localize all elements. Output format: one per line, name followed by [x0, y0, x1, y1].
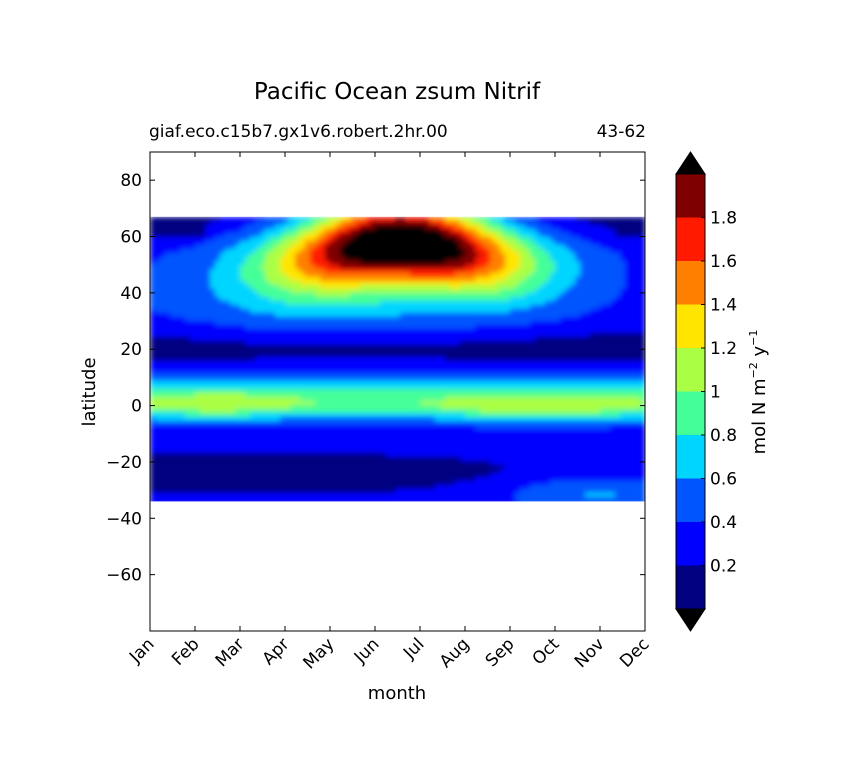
y-tick-label: 40	[120, 284, 142, 304]
colorbar-tick-label: 1.6	[710, 252, 737, 272]
colorbar-tick-label: 1.8	[710, 209, 737, 229]
x-tick-label: Dec	[616, 634, 653, 671]
colorbar-tick-label: 0.8	[710, 426, 737, 446]
y-tick-label: −60	[106, 566, 142, 586]
x-tick-label: May	[300, 634, 339, 673]
y-axis: 80 60 40 20 0 −20 −40 −60	[106, 171, 645, 586]
colorbar-swatch	[676, 435, 705, 479]
colorbar-swatch	[676, 565, 705, 609]
colorbar-tick-label: 0.4	[710, 513, 737, 533]
y-tick-label: −40	[106, 509, 142, 529]
y-tick-label: 80	[120, 171, 142, 191]
plot-frame	[149, 151, 646, 632]
y-tick-label: 20	[120, 340, 142, 360]
x-tick-label: Jun	[350, 634, 384, 668]
x-tick-label: Nov	[571, 634, 609, 672]
y-tick-label: 60	[120, 228, 142, 248]
colorbar-swatch	[676, 217, 705, 261]
x-tick-label: Oct	[529, 634, 564, 669]
y-axis-label: latitude	[79, 357, 100, 426]
colorbar-tick-label: 0.6	[710, 470, 737, 490]
colorbar-extend-bottom	[675, 608, 706, 632]
x-tick-label: Mar	[212, 634, 249, 671]
chart-subtitle-right: 43-62	[597, 122, 646, 142]
colorbar-swatch	[676, 348, 705, 392]
colorbar-swatch	[676, 304, 705, 348]
colorbar-swatch	[676, 522, 705, 566]
chart-subtitle-left: giaf.eco.c15b7.gx1v6.robert.2hr.00	[149, 122, 448, 142]
x-tick-label: Jul	[399, 634, 428, 663]
colorbar-tick-label: 1.2	[710, 339, 737, 359]
colorbar-extend-top	[675, 151, 706, 175]
y-tick-label: −20	[106, 453, 142, 473]
colorbar: 0.2 0.4 0.6 0.8 1 1.2 1.4 1.6 1.8	[675, 151, 737, 632]
colorbar-tick-label: 1.4	[710, 296, 737, 316]
colorbar-swatch	[676, 478, 705, 522]
x-tick-label: Sep	[482, 634, 519, 671]
x-tick-label: Jan	[125, 634, 158, 667]
heatmap-field	[150, 152, 645, 631]
colorbar-swatch	[676, 261, 705, 305]
colorbar-tick-label: 1	[710, 383, 721, 403]
colorbar-tick-label: 0.2	[710, 557, 737, 577]
x-tick-label: Feb	[168, 634, 203, 669]
x-tick-label: Aug	[436, 634, 474, 672]
colorbar-swatch	[676, 174, 705, 218]
colorbar-label: mol N m−2 y−1	[747, 330, 770, 455]
colorbar-swatch	[676, 391, 705, 435]
y-tick-label: 0	[131, 397, 142, 417]
x-axis-label: month	[368, 683, 426, 704]
chart-title: Pacific Ocean zsum Nitrif	[254, 79, 541, 105]
x-tick-label: Apr	[259, 634, 294, 669]
